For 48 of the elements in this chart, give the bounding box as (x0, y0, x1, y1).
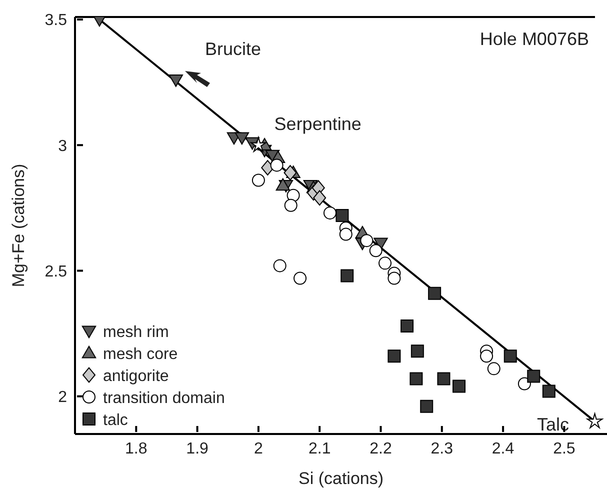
x-tick-label: 2 (254, 440, 263, 458)
y-tick-label: 2.5 (44, 263, 68, 280)
legend-label: mesh rim (103, 324, 169, 341)
x-tick-label: 1.9 (186, 440, 209, 458)
x-tick-label: 2.2 (370, 440, 392, 458)
point (250, 136, 266, 152)
point (420, 400, 434, 413)
point (527, 370, 540, 383)
y-tick-label: 3.5 (44, 12, 68, 30)
point (360, 234, 374, 248)
legend-label: transition domain (103, 390, 225, 407)
point (336, 208, 349, 222)
point (340, 269, 354, 282)
point (542, 384, 556, 398)
legend-label: talc (103, 412, 128, 429)
annotation: Hole M0076B (480, 29, 589, 49)
point (276, 178, 290, 191)
point (452, 380, 466, 393)
point (410, 372, 423, 386)
x-tick-label: 2.4 (492, 440, 514, 458)
point (168, 74, 183, 87)
point (388, 272, 401, 285)
annotation: Talc (537, 414, 570, 434)
point (428, 286, 442, 300)
annotation: Serpentine (274, 114, 362, 134)
point (339, 228, 352, 241)
point (313, 190, 326, 206)
x-tick-label: 2.1 (308, 440, 331, 458)
point (234, 132, 250, 145)
y-tick-label: 3 (58, 138, 68, 155)
x-axis-title: Si (cations) (298, 469, 384, 488)
y-tick-label: 2 (58, 389, 68, 406)
y-axis-title: Mg+Fe (cations) (9, 164, 28, 288)
legend-label: antigorite (103, 368, 169, 385)
x-tick-label: 2.5 (553, 440, 576, 458)
point (586, 413, 603, 428)
annotation: Brucite (205, 39, 262, 59)
x-tick-label: 1.8 (125, 440, 148, 458)
legend-label: mesh core (103, 346, 178, 363)
point (410, 344, 424, 358)
point (284, 165, 297, 180)
point (480, 350, 494, 363)
point (437, 372, 450, 386)
point (400, 319, 414, 332)
x-tick-label: 2.3 (430, 440, 454, 458)
point (388, 350, 401, 363)
point (270, 158, 284, 172)
point (504, 350, 517, 363)
